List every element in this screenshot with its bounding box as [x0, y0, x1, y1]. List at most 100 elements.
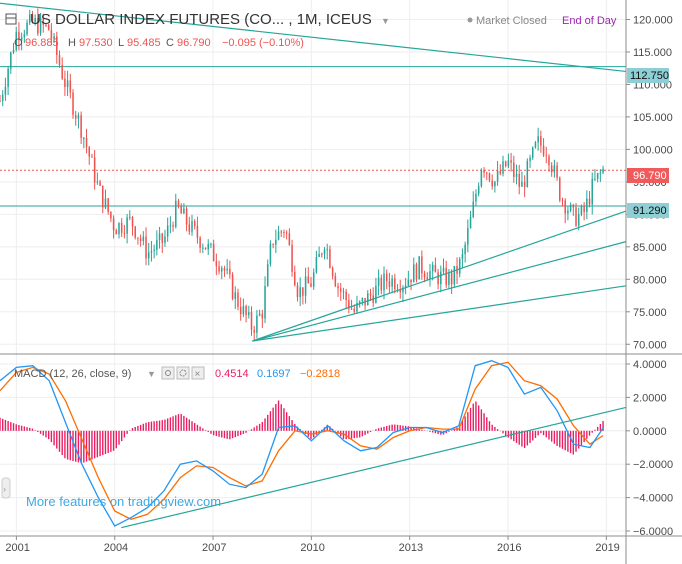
- candle-body: [531, 147, 534, 158]
- candle-body: [415, 264, 418, 280]
- candle-body: [312, 272, 315, 287]
- candle-body: [250, 312, 253, 330]
- candle-body: [504, 161, 507, 167]
- candle-body: [207, 243, 209, 250]
- ohlc-legend: O 96.885 H 97.530 L 95.485 C 96.790 −0.0…: [14, 37, 304, 49]
- candle-body: [315, 256, 318, 273]
- candle-body: [337, 286, 339, 289]
- price-badges: 112.750 96.790 91.290: [627, 68, 669, 218]
- chevron-right-icon[interactable]: ›: [3, 484, 6, 494]
- candle-body: [596, 173, 599, 179]
- ohlc-c-label: C: [166, 37, 174, 49]
- candle-body: [64, 78, 66, 88]
- candle-body: [450, 272, 453, 285]
- candle-body: [215, 261, 218, 267]
- candle-body: [37, 18, 39, 34]
- macd-dropdown-icon[interactable]: ▼: [147, 369, 156, 379]
- candle-body: [101, 185, 104, 208]
- candle-body: [31, 14, 34, 22]
- candle-body: [180, 206, 182, 214]
- candle-body: [275, 239, 277, 245]
- candle-body: [39, 17, 42, 34]
- candle-body: [91, 156, 93, 158]
- candle-body: [131, 216, 134, 227]
- trendline[interactable]: [252, 285, 627, 342]
- candle-body: [293, 272, 296, 286]
- candle-body: [104, 198, 107, 208]
- candle-body: [326, 249, 328, 251]
- candle-body: [115, 230, 118, 235]
- candle-body: [185, 208, 188, 225]
- candle-body: [204, 247, 207, 250]
- watermark-link[interactable]: More features on tradingview.com: [26, 494, 221, 509]
- symbol-icon[interactable]: [5, 13, 17, 25]
- candle-body: [591, 179, 594, 205]
- candle-body: [588, 198, 591, 205]
- time-tick-label: 2016: [497, 542, 521, 554]
- candle-body: [172, 225, 174, 227]
- macd-tick-label: 0.0000: [633, 426, 667, 438]
- candle-body: [323, 249, 326, 255]
- macd-hist-value: 0.4514: [215, 368, 249, 380]
- candle-body: [285, 232, 288, 234]
- candle-body: [453, 265, 456, 285]
- eye-icon[interactable]: [161, 366, 175, 380]
- badge-last: 96.790: [633, 170, 667, 182]
- macd-pane[interactable]: [0, 360, 627, 529]
- candle-body: [431, 264, 434, 272]
- candle-body: [331, 267, 334, 277]
- candle-body: [164, 236, 166, 243]
- candle-body: [464, 244, 466, 255]
- scroll-handle[interactable]: [1, 477, 11, 499]
- candle-body: [410, 279, 412, 283]
- candle-body: [88, 147, 91, 157]
- candle-body: [237, 292, 239, 308]
- candle-body: [47, 24, 50, 31]
- candle-body: [553, 165, 556, 173]
- gear-icon[interactable]: [176, 366, 190, 380]
- title-dropdown-icon[interactable]: ▼: [381, 16, 390, 26]
- candle-body: [469, 216, 472, 229]
- candle-body: [202, 247, 204, 249]
- chart-title[interactable]: US DOLLAR INDEX FUTURES (CO... , 1M, ICE…: [30, 11, 372, 28]
- close-icon[interactable]: [191, 366, 205, 380]
- candle-body: [248, 312, 250, 316]
- macd-title[interactable]: MACD (12, 26, close, 9): [14, 368, 131, 380]
- candle-body: [42, 17, 45, 25]
- candle-body: [175, 200, 177, 227]
- macd-tick-label: −4.0000: [633, 493, 673, 505]
- candle-body: [537, 136, 539, 143]
- badge-lower-bg: [627, 203, 669, 218]
- macd-line: [0, 360, 604, 527]
- candle-body: [356, 302, 358, 312]
- trendline[interactable]: [252, 210, 627, 342]
- candle-body: [477, 186, 480, 194]
- candle-body: [421, 256, 423, 274]
- candle-body: [0, 100, 1, 102]
- ohlc-l-value: 95.485: [127, 37, 161, 49]
- price-pane[interactable]: [0, 2, 627, 342]
- candle-body: [342, 291, 345, 293]
- candle-body: [193, 221, 196, 226]
- close-icon-glyph: ×: [195, 369, 201, 380]
- candle-body: [177, 200, 180, 207]
- candle-body: [518, 174, 520, 187]
- price-tick-label: 70.000: [633, 339, 667, 351]
- candle-body: [494, 181, 496, 187]
- candle-body: [475, 193, 477, 202]
- trendline[interactable]: [0, 2, 627, 73]
- time-axis[interactable]: 2001 2004 2007 2010 2013 2016 2019: [5, 536, 620, 554]
- candle-body: [20, 37, 23, 41]
- candle-body: [499, 170, 502, 174]
- candle-body: [85, 137, 88, 148]
- candle-body: [23, 34, 26, 38]
- ohlc-h-label: H: [68, 37, 76, 49]
- candle-body: [53, 36, 55, 39]
- candle-body: [399, 289, 402, 293]
- macd-trendline[interactable]: [121, 406, 627, 529]
- candle-body: [412, 264, 415, 283]
- candle-body: [142, 236, 145, 241]
- trendline[interactable]: [252, 241, 627, 342]
- candle-body: [129, 216, 131, 218]
